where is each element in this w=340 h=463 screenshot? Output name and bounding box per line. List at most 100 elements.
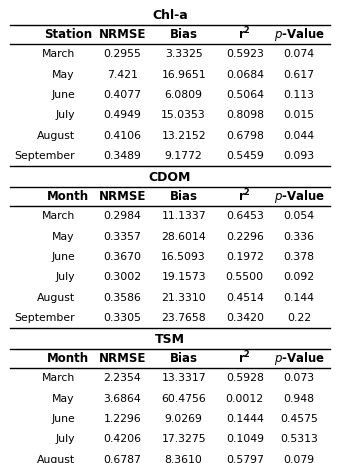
Text: August: August xyxy=(37,293,75,303)
Text: Bias: Bias xyxy=(170,352,198,365)
Text: 8.3610: 8.3610 xyxy=(165,455,203,463)
Text: 11.1337: 11.1337 xyxy=(161,211,206,221)
Text: 0.074: 0.074 xyxy=(284,49,315,59)
Text: 0.3489: 0.3489 xyxy=(103,151,141,161)
Text: 15.0353: 15.0353 xyxy=(161,110,206,120)
Text: May: May xyxy=(52,69,75,80)
Text: 0.617: 0.617 xyxy=(284,69,315,80)
Text: 0.2984: 0.2984 xyxy=(103,211,141,221)
Text: $\mathit{p}$-Value: $\mathit{p}$-Value xyxy=(274,26,325,43)
Text: 3.3325: 3.3325 xyxy=(165,49,203,59)
Text: 0.5797: 0.5797 xyxy=(226,455,264,463)
Text: 6.0809: 6.0809 xyxy=(165,90,203,100)
Text: 0.5459: 0.5459 xyxy=(226,151,264,161)
Text: 0.3305: 0.3305 xyxy=(103,313,141,323)
Text: 0.948: 0.948 xyxy=(284,394,315,404)
Text: 0.3586: 0.3586 xyxy=(103,293,141,303)
Text: 0.6787: 0.6787 xyxy=(103,455,141,463)
Text: Month: Month xyxy=(47,190,89,203)
Text: 0.8098: 0.8098 xyxy=(226,110,264,120)
Text: 0.5923: 0.5923 xyxy=(226,49,264,59)
Text: May: May xyxy=(52,394,75,404)
Text: 19.1573: 19.1573 xyxy=(161,272,206,282)
Text: 13.3317: 13.3317 xyxy=(161,373,206,383)
Text: 0.073: 0.073 xyxy=(284,373,315,383)
Text: 0.144: 0.144 xyxy=(284,293,315,303)
Text: July: July xyxy=(55,272,75,282)
Text: Station: Station xyxy=(44,28,92,41)
Text: September: September xyxy=(14,151,75,161)
Text: 0.044: 0.044 xyxy=(284,131,315,141)
Text: $\mathbf{r}^{\mathbf{2}}$: $\mathbf{r}^{\mathbf{2}}$ xyxy=(238,350,251,367)
Text: 0.4514: 0.4514 xyxy=(226,293,264,303)
Text: 28.6014: 28.6014 xyxy=(161,232,206,242)
Text: Month: Month xyxy=(47,352,89,365)
Text: 0.1444: 0.1444 xyxy=(226,414,264,424)
Text: 0.5064: 0.5064 xyxy=(226,90,264,100)
Text: 3.6864: 3.6864 xyxy=(103,394,141,404)
Text: NRMSE: NRMSE xyxy=(99,190,146,203)
Text: 1.2296: 1.2296 xyxy=(103,414,141,424)
Text: July: July xyxy=(55,434,75,444)
Text: 17.3275: 17.3275 xyxy=(161,434,206,444)
Text: March: March xyxy=(41,49,75,59)
Text: CDOM: CDOM xyxy=(149,171,191,184)
Text: July: July xyxy=(55,110,75,120)
Text: March: March xyxy=(41,211,75,221)
Text: NRMSE: NRMSE xyxy=(99,352,146,365)
Text: 0.0684: 0.0684 xyxy=(226,69,264,80)
Text: 0.4575: 0.4575 xyxy=(280,414,318,424)
Text: $\mathit{p}$-Value: $\mathit{p}$-Value xyxy=(274,350,325,367)
Text: August: August xyxy=(37,131,75,141)
Text: 13.2152: 13.2152 xyxy=(161,131,206,141)
Text: 0.6798: 0.6798 xyxy=(226,131,264,141)
Text: 0.22: 0.22 xyxy=(287,313,311,323)
Text: June: June xyxy=(51,90,75,100)
Text: 7.421: 7.421 xyxy=(107,69,138,80)
Text: NRMSE: NRMSE xyxy=(99,28,146,41)
Text: 9.1772: 9.1772 xyxy=(165,151,203,161)
Text: 0.4206: 0.4206 xyxy=(103,434,141,444)
Text: 0.3002: 0.3002 xyxy=(103,272,141,282)
Text: 0.015: 0.015 xyxy=(284,110,315,120)
Text: September: September xyxy=(14,313,75,323)
Text: 16.5093: 16.5093 xyxy=(161,252,206,262)
Text: 0.3670: 0.3670 xyxy=(103,252,141,262)
Text: 0.3357: 0.3357 xyxy=(103,232,141,242)
Text: $\mathbf{r}^{\mathbf{2}}$: $\mathbf{r}^{\mathbf{2}}$ xyxy=(238,188,251,205)
Text: Bias: Bias xyxy=(170,190,198,203)
Text: 0.378: 0.378 xyxy=(284,252,315,262)
Text: 0.2955: 0.2955 xyxy=(103,49,141,59)
Text: August: August xyxy=(37,455,75,463)
Text: $\mathit{p}$-Value: $\mathit{p}$-Value xyxy=(274,188,325,205)
Text: Bias: Bias xyxy=(170,28,198,41)
Text: Chl-a: Chl-a xyxy=(152,9,188,22)
Text: TSM: TSM xyxy=(155,333,185,346)
Text: 16.9651: 16.9651 xyxy=(161,69,206,80)
Text: 0.5313: 0.5313 xyxy=(280,434,318,444)
Text: March: March xyxy=(41,373,75,383)
Text: 2.2354: 2.2354 xyxy=(103,373,141,383)
Text: 23.7658: 23.7658 xyxy=(161,313,206,323)
Text: 0.2296: 0.2296 xyxy=(226,232,264,242)
Text: 0.6453: 0.6453 xyxy=(226,211,264,221)
Text: 0.092: 0.092 xyxy=(284,272,315,282)
Text: 0.336: 0.336 xyxy=(284,232,315,242)
Text: 0.079: 0.079 xyxy=(284,455,315,463)
Text: 60.4756: 60.4756 xyxy=(161,394,206,404)
Text: 0.3420: 0.3420 xyxy=(226,313,264,323)
Text: 0.4106: 0.4106 xyxy=(103,131,141,141)
Text: 21.3310: 21.3310 xyxy=(161,293,206,303)
Text: June: June xyxy=(51,414,75,424)
Text: 0.4077: 0.4077 xyxy=(103,90,141,100)
Text: 0.5500: 0.5500 xyxy=(226,272,264,282)
Text: 0.5928: 0.5928 xyxy=(226,373,264,383)
Text: 0.4949: 0.4949 xyxy=(103,110,141,120)
Text: 0.093: 0.093 xyxy=(284,151,315,161)
Text: 0.054: 0.054 xyxy=(284,211,315,221)
Text: 0.113: 0.113 xyxy=(284,90,315,100)
Text: 0.1972: 0.1972 xyxy=(226,252,264,262)
Text: $\mathbf{r}^{\mathbf{2}}$: $\mathbf{r}^{\mathbf{2}}$ xyxy=(238,26,251,43)
Text: 9.0269: 9.0269 xyxy=(165,414,203,424)
Text: June: June xyxy=(51,252,75,262)
